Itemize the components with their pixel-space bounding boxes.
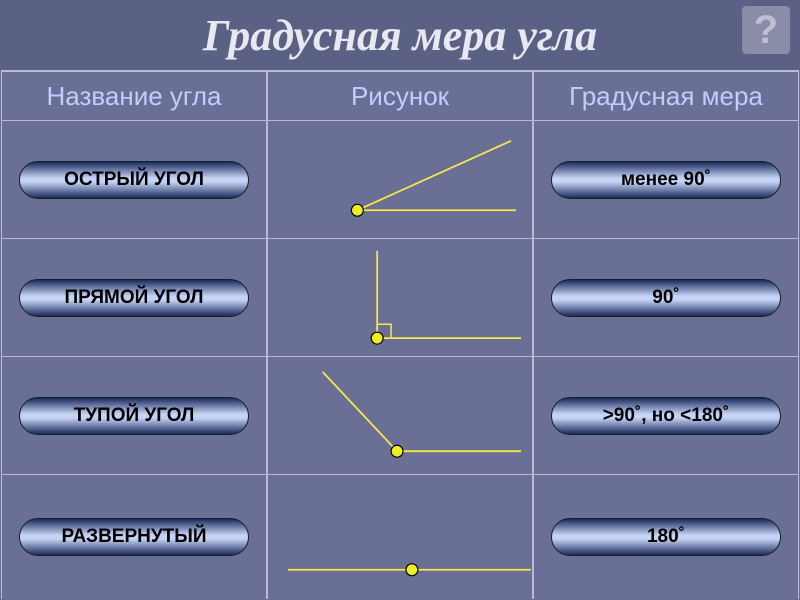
table-row: ТУПОЙ УГОЛ >90˚, но <180˚: [1, 357, 799, 475]
header-name: Название угла: [1, 71, 267, 121]
cell-drawing: [267, 239, 533, 357]
angle-measure-pill[interactable]: менее 90˚: [551, 161, 781, 199]
cell-drawing: [267, 121, 533, 239]
table-row: РАЗВЕРНУТЫЙ 180˚: [1, 475, 799, 599]
cell-drawing: [267, 357, 533, 475]
angle-name-pill[interactable]: ТУПОЙ УГОЛ: [19, 397, 249, 435]
table-row: ПРЯМОЙ УГОЛ 90˚: [1, 239, 799, 357]
cell-name: ОСТРЫЙ УГОЛ: [1, 121, 267, 239]
cell-measure: >90˚, но <180˚: [533, 357, 799, 475]
angle-diagram: [268, 239, 532, 356]
page-title: Градусная мера угла: [203, 10, 597, 61]
cell-name: РАЗВЕРНУТЫЙ: [1, 475, 267, 599]
slide: Градусная мера угла ? Название угла Рису…: [0, 0, 800, 600]
table-header-row: Название угла Рисунок Градусная мера: [1, 71, 799, 121]
help-button[interactable]: ?: [742, 6, 790, 54]
angle-diagram: [268, 475, 532, 599]
angle-measure-pill[interactable]: 180˚: [551, 518, 781, 556]
angle-measure-pill[interactable]: 90˚: [551, 279, 781, 317]
angle-name-pill[interactable]: ОСТРЫЙ УГОЛ: [19, 161, 249, 199]
cell-name: ПРЯМОЙ УГОЛ: [1, 239, 267, 357]
header-measure: Градусная мера: [533, 71, 799, 121]
cell-name: ТУПОЙ УГОЛ: [1, 357, 267, 475]
angle-diagram: [268, 357, 532, 474]
cell-measure: 180˚: [533, 475, 799, 599]
angle-table: Название угла Рисунок Градусная мера ОСТ…: [1, 70, 799, 599]
cell-measure: 90˚: [533, 239, 799, 357]
cell-measure: менее 90˚: [533, 121, 799, 239]
cell-drawing: [267, 475, 533, 599]
angle-diagram: [268, 121, 532, 238]
header-drawing: Рисунок: [267, 71, 533, 121]
angle-measure-pill[interactable]: >90˚, но <180˚: [551, 397, 781, 435]
title-bar: Градусная мера угла ?: [0, 0, 800, 70]
angle-name-pill[interactable]: ПРЯМОЙ УГОЛ: [19, 279, 249, 317]
angle-name-pill[interactable]: РАЗВЕРНУТЫЙ: [19, 518, 249, 556]
table-row: ОСТРЫЙ УГОЛ менее 90˚: [1, 121, 799, 239]
